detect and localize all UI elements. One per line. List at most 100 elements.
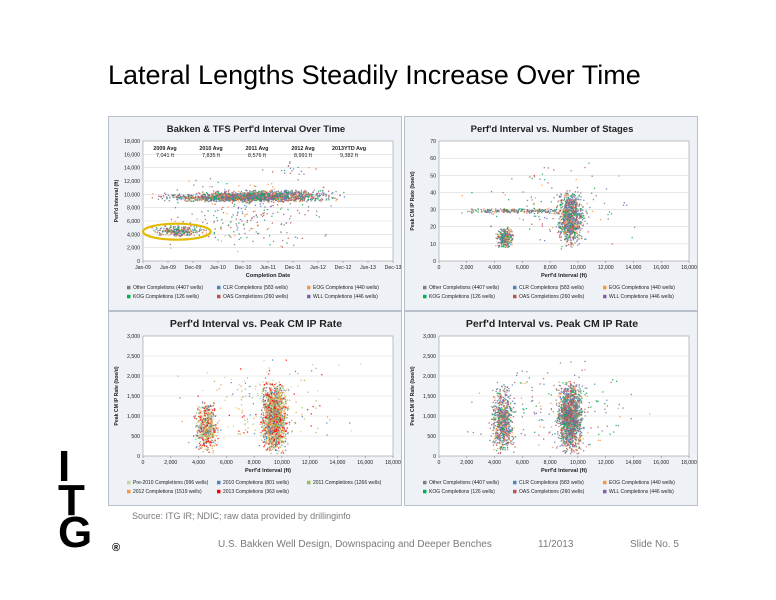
data-point <box>560 233 562 235</box>
data-point <box>576 197 578 199</box>
data-point <box>204 442 206 445</box>
data-point <box>572 195 574 197</box>
data-point <box>287 200 289 202</box>
data-point <box>255 185 257 188</box>
data-point <box>607 218 609 220</box>
data-point <box>576 237 579 239</box>
data-point <box>237 227 239 229</box>
data-point <box>328 196 330 198</box>
data-point <box>284 197 286 200</box>
data-point <box>214 438 216 440</box>
data-point <box>559 234 561 236</box>
data-point <box>566 197 568 199</box>
data-point <box>206 222 208 225</box>
data-point <box>582 219 584 221</box>
data-point <box>193 416 195 418</box>
data-point <box>271 196 273 198</box>
data-point <box>182 198 184 200</box>
data-point <box>165 231 168 233</box>
data-point <box>263 197 265 200</box>
highlight-ellipse <box>141 222 212 241</box>
data-point <box>576 202 578 204</box>
data-point <box>258 232 260 234</box>
data-point <box>203 414 205 416</box>
data-point <box>320 193 323 195</box>
data-point <box>173 230 175 232</box>
data-point <box>243 196 245 198</box>
data-point <box>251 217 253 219</box>
data-point <box>567 223 569 225</box>
data-point <box>210 442 212 445</box>
data-point <box>236 194 239 196</box>
data-point <box>198 234 200 236</box>
data-point <box>161 198 163 200</box>
data-point <box>252 191 254 193</box>
data-point <box>284 190 286 192</box>
data-point <box>249 190 251 192</box>
data-point <box>502 209 504 211</box>
data-point <box>199 424 201 427</box>
data-point <box>166 198 168 200</box>
data-point <box>220 228 222 230</box>
data-point <box>283 213 285 215</box>
data-point <box>234 196 236 198</box>
data-point <box>179 197 181 199</box>
x-tick-label: 16,000 <box>357 460 373 466</box>
data-point <box>575 232 577 235</box>
y-tick-label: 6,000 <box>127 219 140 225</box>
data-point <box>197 437 200 439</box>
data-point <box>197 196 199 198</box>
data-point <box>541 184 543 186</box>
data-point <box>189 234 191 236</box>
data-point <box>566 220 569 223</box>
data-point <box>208 414 211 416</box>
data-point <box>203 433 205 436</box>
data-point <box>222 197 224 199</box>
data-point <box>285 198 288 200</box>
data-point <box>569 209 571 212</box>
legend-entry: OAS Completions (260 wells) <box>519 294 585 300</box>
data-point <box>249 195 251 197</box>
data-point <box>603 202 606 205</box>
data-point <box>568 216 570 218</box>
data-point <box>270 196 273 198</box>
data-point <box>532 210 534 213</box>
data-point <box>201 211 203 213</box>
data-point <box>224 235 226 237</box>
average-label: 2011 Avg <box>246 146 269 152</box>
data-point <box>202 191 204 194</box>
data-point <box>492 210 494 213</box>
data-point <box>584 220 586 222</box>
data-point <box>166 229 168 231</box>
data-point <box>235 191 237 194</box>
data-point <box>280 223 283 225</box>
data-point <box>574 199 576 201</box>
data-point <box>571 209 573 211</box>
data-point <box>574 197 576 199</box>
data-point <box>205 429 208 431</box>
data-point <box>562 209 564 211</box>
chart-panel-perfd-over-time: Bakken & TFS Perf'd Interval Over Time 0 2… <box>108 116 402 311</box>
data-point <box>332 192 334 194</box>
data-point <box>218 200 220 202</box>
data-point <box>296 194 298 196</box>
data-point <box>332 197 334 199</box>
data-point <box>206 200 209 202</box>
data-point <box>208 419 210 421</box>
legend-entry: WLL Completions (446 wells) <box>609 294 674 300</box>
data-point <box>490 190 493 193</box>
data-point <box>224 192 227 194</box>
data-point <box>563 215 565 217</box>
data-point <box>564 205 567 207</box>
data-point <box>176 234 178 236</box>
data-point <box>250 191 253 193</box>
data-point <box>210 441 212 444</box>
data-point <box>305 192 307 195</box>
data-point <box>199 412 202 414</box>
data-point <box>240 207 243 210</box>
data-point <box>560 193 562 195</box>
average-value: 7,835 ft <box>202 153 220 159</box>
data-point <box>238 201 240 203</box>
data-point <box>526 212 528 214</box>
data-point <box>565 233 567 235</box>
